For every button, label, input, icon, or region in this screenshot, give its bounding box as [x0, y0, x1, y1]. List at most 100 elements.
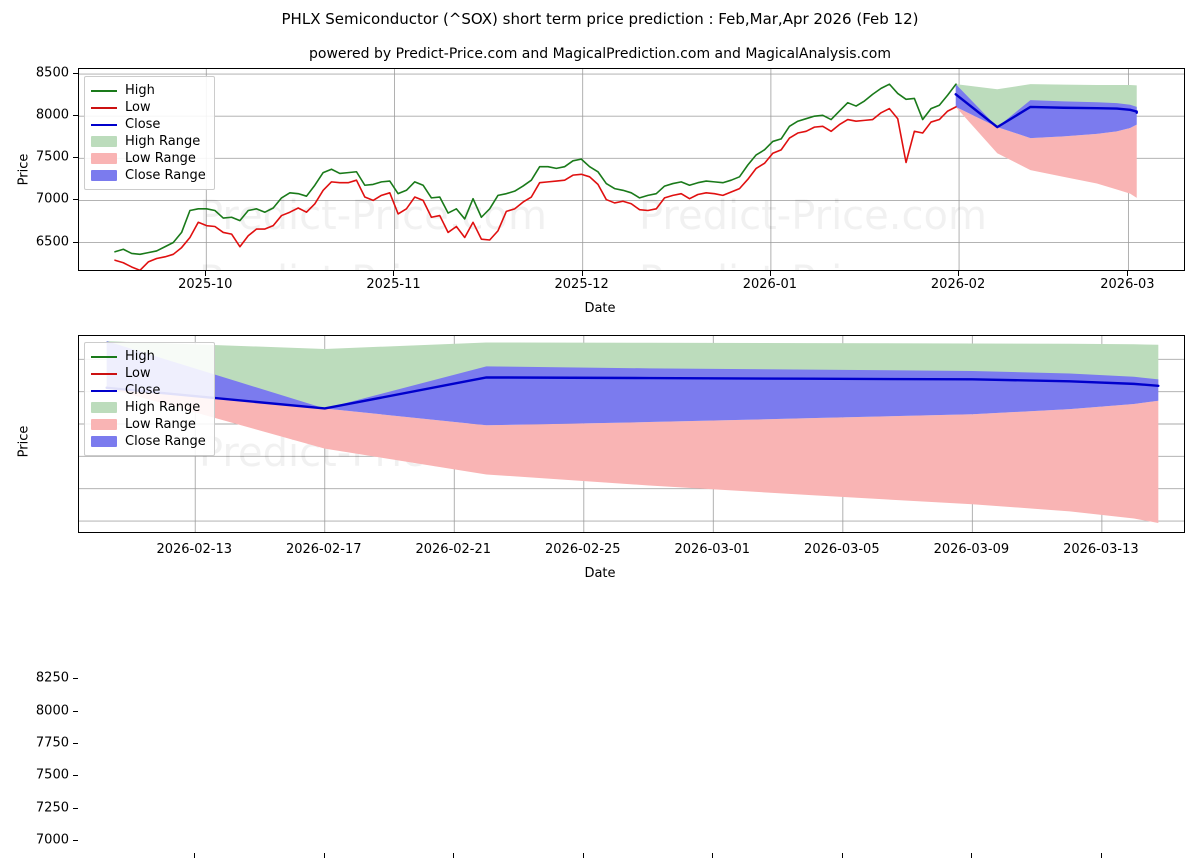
svg-text:Predict-Price.com: Predict-Price.com	[639, 193, 987, 239]
top-chart-legend-item-low: Low	[91, 99, 206, 116]
bottom-chart-y-tick-label: 8250	[35, 670, 69, 686]
top-chart-legend-item-close-range: Close Range	[91, 167, 206, 184]
bottom-chart-legend-item-low-range: Low Range	[91, 416, 206, 433]
top-chart-legend-line-swatch	[91, 89, 117, 92]
top-chart-x-tick-label: 2026-01	[742, 277, 798, 292]
bottom-chart-x-tick-label: 2026-03-01	[674, 542, 751, 557]
top-chart-x-tick-label: 2025-11	[366, 277, 421, 292]
bottom-chart-y-tick-label: 7750	[35, 735, 69, 751]
top-chart-x-axis-label: Date	[584, 301, 616, 316]
top-chart-x-tick-mark	[205, 271, 207, 276]
bottom-chart-x-tick-mark	[971, 853, 973, 858]
top-chart-y-tick-label: 7000	[35, 191, 69, 207]
top-chart-legend-label: Low Range	[125, 151, 196, 166]
bottom-chart-legend-label: Close	[125, 383, 161, 398]
bottom-chart-x-tick-mark	[194, 853, 196, 858]
bottom-chart-legend-item-close: Close	[91, 382, 206, 399]
bottom-chart-x-tick-label: 2026-02-17	[285, 542, 362, 557]
top-chart-x-tick-mark	[1127, 271, 1129, 276]
bottom-chart-x-tick-label: 2026-03-05	[804, 542, 880, 557]
top-chart-legend-label: Close Range	[125, 168, 206, 183]
bottom-chart-x-tick-mark	[841, 853, 843, 858]
bottom-chart-x-axis-label: Date	[584, 566, 616, 581]
top-chart-y-tick-label: 8500	[35, 65, 69, 81]
bottom-chart-y-tick-label: 8000	[35, 703, 69, 719]
bottom-chart-legend-patch-swatch	[91, 402, 117, 413]
bottom-chart-legend-label: High	[125, 349, 155, 364]
top-chart-x-tick-mark	[393, 271, 395, 276]
bottom-chart-x-tick-mark	[582, 853, 584, 858]
bottom-chart-legend[interactable]: High Low Close High Range Low Range Close Ran…	[84, 342, 215, 456]
bottom-chart-x-tick-mark	[323, 853, 325, 858]
top-chart-legend-label: Close	[125, 117, 161, 132]
top-chart-legend-item-low-range: Low Range	[91, 150, 206, 167]
bottom-chart-y-tick-mark	[73, 840, 78, 842]
bottom-chart-legend-label: High Range	[125, 400, 201, 415]
bottom-chart-legend-line-swatch	[91, 372, 117, 375]
top-chart-plot-area: Predict-Price.com Predict-Price.com Predic…	[78, 68, 1185, 271]
bottom-chart-y-axis-label: Price	[16, 425, 32, 458]
top-chart-x-tick-label: 2026-02	[930, 277, 986, 292]
bottom-chart-x-tick-mark	[1100, 853, 1102, 858]
top-chart-y-tick-mark	[73, 73, 78, 75]
top-chart-y-axis-label: Price	[16, 153, 32, 186]
bottom-chart-legend-item-close-range: Close Range	[91, 433, 206, 450]
top-chart-legend-item-high-range: High Range	[91, 133, 206, 150]
bottom-chart-legend-label: Low	[125, 366, 151, 381]
bottom-chart-y-tick-mark	[73, 743, 78, 744]
top-chart-legend-item-close: Close	[91, 116, 206, 133]
top-chart-x-tick-label: 2026-03	[1100, 277, 1155, 292]
bottom-chart-legend-item-high-range: High Range	[91, 399, 206, 416]
bottom-chart-x-tick-label: 2026-03-09	[933, 542, 1010, 557]
top-chart-y-tick-label: 7500	[35, 149, 69, 165]
top-chart-legend-line-swatch	[91, 123, 117, 126]
bottom-chart-y-tick-mark	[73, 710, 78, 712]
top-chart-x-tick-mark	[581, 271, 583, 276]
bottom-chart-y-tick-label: 7250	[35, 800, 69, 816]
top-chart-legend-item-high: High	[91, 82, 206, 99]
bottom-chart-x-tick-label: 2026-02-21	[415, 542, 492, 557]
top-chart-y-tick-mark	[73, 157, 78, 159]
bottom-chart-x-tick-mark	[453, 853, 455, 858]
top-chart-x-tick-label: 2025-10	[178, 277, 233, 292]
bottom-chart-x-tick-label: 2026-02-25	[545, 542, 621, 557]
bottom-chart-legend-patch-swatch	[91, 436, 117, 447]
bottom-chart-y-tick-mark	[73, 678, 78, 680]
top-chart-legend-label: High Range	[125, 134, 201, 149]
svg-text:Predict-Price.com: Predict-Price.com	[639, 258, 987, 271]
top-chart-y-tick-mark	[73, 241, 78, 243]
top-chart-x-tick-mark	[769, 271, 771, 276]
top-chart-y-tick-label: 6500	[35, 234, 69, 250]
bottom-chart-y-tick-label: 7000	[35, 832, 69, 848]
top-chart-y-tick-mark	[73, 199, 78, 201]
bottom-chart-legend-item-high: High	[91, 348, 206, 365]
top-chart-legend-patch-swatch	[91, 170, 117, 181]
top-chart-x-tick-label: 2025-12	[554, 277, 609, 292]
top-chart-y-tick-label: 8000	[35, 107, 69, 123]
bottom-chart-legend-line-swatch	[91, 355, 117, 358]
bottom-chart-panel: Price 7000 7250 7500 7750 8000 8250 Predict-P…	[0, 320, 1200, 858]
top-chart-legend-patch-swatch	[91, 153, 117, 164]
bottom-chart-x-tick-label: 2026-03-13	[1063, 542, 1139, 557]
page-title: PHLX Semiconductor (^SOX) short term pri…	[281, 10, 919, 28]
page-subtitle: powered by Predict-Price.com and Magical…	[309, 46, 891, 62]
top-chart-legend-label: High	[125, 83, 155, 98]
bottom-chart-y-tick-mark	[73, 775, 78, 777]
bottom-chart-legend-label: Low Range	[125, 417, 196, 432]
bottom-chart-legend-item-low: Low	[91, 365, 206, 382]
top-chart-legend-label: Low	[125, 100, 151, 115]
bottom-chart-y-tick-label: 7500	[35, 767, 69, 783]
bottom-chart-x-tick-mark	[712, 853, 714, 858]
top-chart-legend[interactable]: High Low Close High Range Low Range Close Ran…	[84, 76, 215, 190]
top-chart-legend-line-swatch	[91, 106, 117, 109]
bottom-chart-legend-patch-swatch	[91, 419, 117, 430]
bottom-chart-y-tick-mark	[73, 807, 78, 809]
bottom-chart-legend-line-swatch	[91, 389, 117, 392]
bottom-chart-legend-label: Close Range	[125, 434, 206, 449]
svg-text:Predict-Price.com: Predict-Price.com	[199, 258, 547, 271]
top-chart-legend-patch-swatch	[91, 136, 117, 147]
top-chart-panel: Price 6500 7000 7500 8000 8500 Predict-Price…	[0, 0, 1200, 320]
top-chart-y-tick-mark	[73, 115, 78, 117]
